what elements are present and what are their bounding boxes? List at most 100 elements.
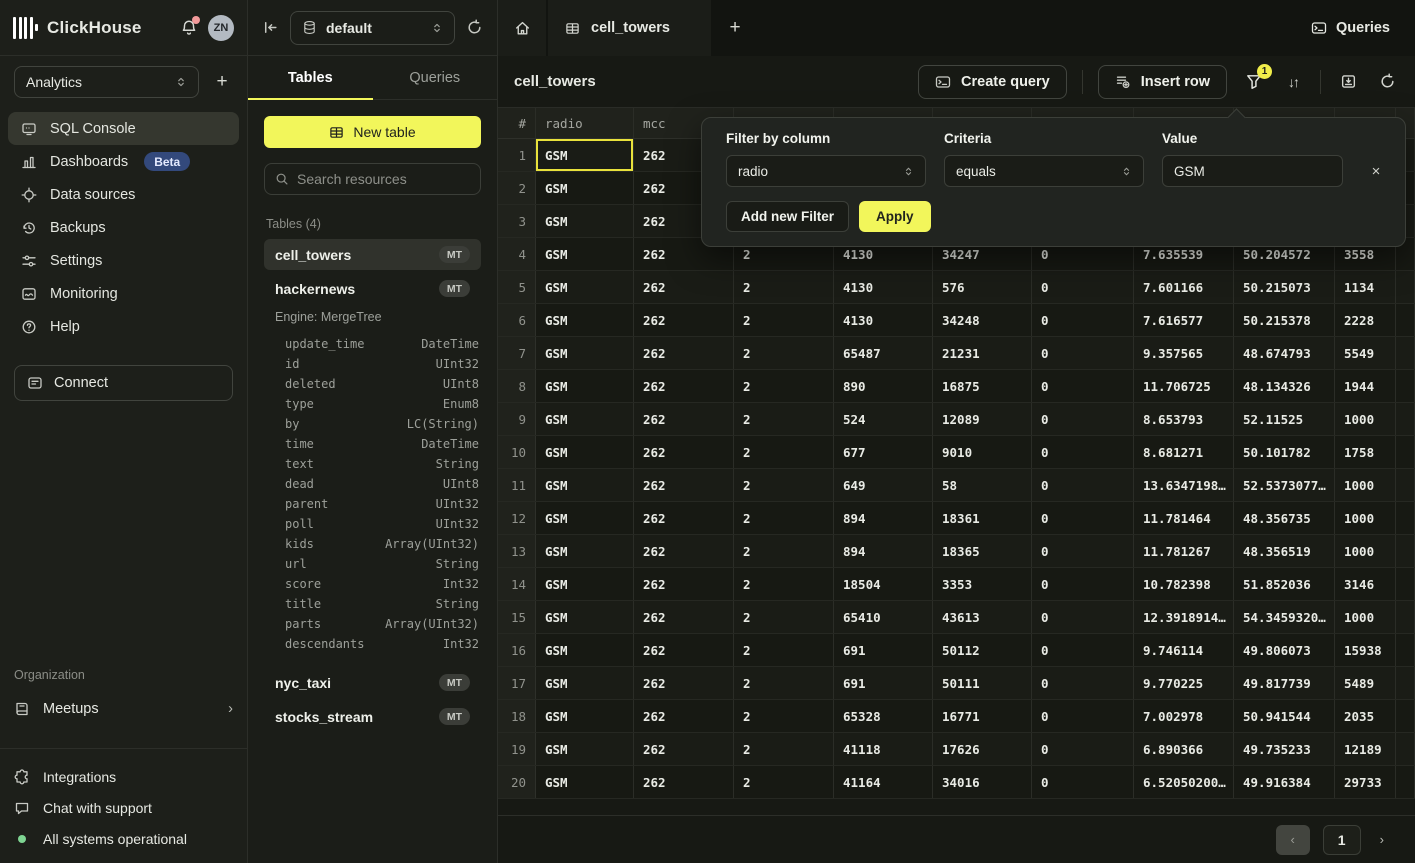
table-cell[interactable]: 2 bbox=[734, 568, 834, 600]
table-cell[interactable]: 41118 bbox=[834, 733, 933, 765]
add-filter-button[interactable]: Add new Filter bbox=[726, 201, 849, 232]
table-cell[interactable]: 2 bbox=[734, 766, 834, 798]
new-table-button[interactable]: New table bbox=[264, 116, 481, 148]
filter-column-select[interactable]: radio bbox=[726, 155, 926, 187]
table-row[interactable]: 20GSM2622411643401606.52050200…49.916384… bbox=[498, 766, 1415, 799]
table-row[interactable]: 15GSM26226541043613012.3918914…54.345932… bbox=[498, 601, 1415, 634]
table-cell[interactable]: 50.215073 bbox=[1234, 271, 1335, 303]
table-cell[interactable]: 0 bbox=[1032, 436, 1134, 468]
sidebar-item-settings[interactable]: Settings bbox=[8, 244, 239, 277]
table-cell[interactable]: 2 bbox=[734, 535, 834, 567]
table-cell[interactable]: 262 bbox=[634, 370, 734, 402]
table-cell[interactable] bbox=[1396, 667, 1415, 699]
table-cell[interactable] bbox=[1396, 304, 1415, 336]
refresh-icon[interactable] bbox=[466, 19, 483, 36]
table-row[interactable]: 7GSM2622654872123109.35756548.6747935549 bbox=[498, 337, 1415, 370]
table-cell[interactable]: 9.357565 bbox=[1134, 337, 1234, 369]
table-cell[interactable]: 894 bbox=[834, 502, 933, 534]
table-cell[interactable]: 2035 bbox=[1335, 700, 1396, 732]
table-cell[interactable]: 0 bbox=[1032, 535, 1134, 567]
table-cell[interactable]: GSM bbox=[536, 766, 634, 798]
table-cell[interactable]: 29733 bbox=[1335, 766, 1396, 798]
table-cell[interactable]: 0 bbox=[1032, 667, 1134, 699]
table-cell[interactable]: 21231 bbox=[933, 337, 1032, 369]
table-cell[interactable]: 43613 bbox=[933, 601, 1032, 633]
table-cell[interactable]: 12189 bbox=[1335, 733, 1396, 765]
table-cell[interactable]: 50.101782 bbox=[1234, 436, 1335, 468]
table-cell[interactable]: 1000 bbox=[1335, 601, 1396, 633]
tab-tables[interactable]: Tables bbox=[248, 56, 373, 99]
table-cell[interactable]: 0 bbox=[1032, 568, 1134, 600]
table-cell[interactable]: 58 bbox=[933, 469, 1032, 501]
table-cell[interactable] bbox=[1396, 271, 1415, 303]
table-cell[interactable]: 1758 bbox=[1335, 436, 1396, 468]
table-cell[interactable]: GSM bbox=[536, 304, 634, 336]
table-cell[interactable]: 7.002978 bbox=[1134, 700, 1234, 732]
table-cell[interactable]: 691 bbox=[834, 634, 933, 666]
column-header[interactable]: radio bbox=[536, 108, 634, 138]
table-cell[interactable]: GSM bbox=[536, 502, 634, 534]
table-cell[interactable]: 894 bbox=[834, 535, 933, 567]
table-cell[interactable]: 262 bbox=[634, 337, 734, 369]
table-cell[interactable]: 48.134326 bbox=[1234, 370, 1335, 402]
table-cell[interactable]: 50.215378 bbox=[1234, 304, 1335, 336]
table-cell[interactable]: 9010 bbox=[933, 436, 1032, 468]
table-cell[interactable]: 0 bbox=[1032, 370, 1134, 402]
table-cell[interactable]: 48.356735 bbox=[1234, 502, 1335, 534]
table-row[interactable]: 8GSM262289016875011.70672548.1343261944 bbox=[498, 370, 1415, 403]
table-cell[interactable] bbox=[1396, 337, 1415, 369]
table-cell[interactable] bbox=[1396, 535, 1415, 567]
table-cell[interactable]: GSM bbox=[536, 469, 634, 501]
sidebar-item-data-sources[interactable]: Data sources bbox=[8, 178, 239, 211]
table-cell[interactable]: 0 bbox=[1032, 304, 1134, 336]
table-row[interactable]: 9GSM26225241208908.65379352.115251000 bbox=[498, 403, 1415, 436]
table-cell[interactable]: 4130 bbox=[834, 304, 933, 336]
column-header[interactable]: # bbox=[498, 108, 536, 138]
table-cell[interactable]: 16771 bbox=[933, 700, 1032, 732]
table-cell[interactable]: GSM bbox=[536, 238, 634, 270]
table-item-hackernews[interactable]: hackernewsMT bbox=[264, 273, 481, 304]
table-cell[interactable]: 2 bbox=[734, 601, 834, 633]
sidebar-item-meetups[interactable]: Meetups › bbox=[14, 694, 233, 724]
table-cell[interactable]: 8.653793 bbox=[1134, 403, 1234, 435]
table-cell[interactable]: GSM bbox=[536, 634, 634, 666]
table-cell[interactable]: 262 bbox=[634, 502, 734, 534]
database-select[interactable]: default bbox=[290, 11, 455, 45]
table-cell[interactable]: 50111 bbox=[933, 667, 1032, 699]
table-cell[interactable]: 34248 bbox=[933, 304, 1032, 336]
table-cell[interactable]: 3353 bbox=[933, 568, 1032, 600]
sidebar-item-monitoring[interactable]: Monitoring bbox=[8, 277, 239, 310]
table-cell[interactable]: GSM bbox=[536, 436, 634, 468]
table-cell[interactable]: 2 bbox=[734, 271, 834, 303]
add-workspace-button[interactable]: + bbox=[211, 71, 233, 93]
table-cell[interactable]: 262 bbox=[634, 304, 734, 336]
table-cell[interactable]: 12.3918914… bbox=[1134, 601, 1234, 633]
table-cell[interactable]: 0 bbox=[1032, 766, 1134, 798]
table-cell[interactable]: 54.3459320… bbox=[1234, 601, 1335, 633]
connect-button[interactable]: Connect bbox=[14, 365, 233, 401]
search-input[interactable] bbox=[297, 171, 470, 187]
table-cell[interactable]: 1000 bbox=[1335, 403, 1396, 435]
table-cell[interactable]: GSM bbox=[536, 667, 634, 699]
table-cell[interactable]: 11.781464 bbox=[1134, 502, 1234, 534]
table-cell[interactable]: 48.674793 bbox=[1234, 337, 1335, 369]
filter-button[interactable]: 1 bbox=[1242, 73, 1266, 91]
table-cell[interactable]: 2 bbox=[734, 634, 834, 666]
table-cell[interactable] bbox=[1396, 370, 1415, 402]
table-row[interactable]: 16GSM26226915011209.74611449.80607315938 bbox=[498, 634, 1415, 667]
table-cell[interactable] bbox=[1396, 568, 1415, 600]
table-cell[interactable]: 65487 bbox=[834, 337, 933, 369]
table-cell[interactable]: 48.356519 bbox=[1234, 535, 1335, 567]
table-cell[interactable]: 49.806073 bbox=[1234, 634, 1335, 666]
apply-filter-button[interactable]: Apply bbox=[859, 201, 931, 232]
table-cell[interactable]: 0 bbox=[1032, 601, 1134, 633]
table-cell[interactable]: 11.706725 bbox=[1134, 370, 1234, 402]
table-item-cell-towers[interactable]: cell_towersMT bbox=[264, 239, 481, 270]
table-cell[interactable]: 51.852036 bbox=[1234, 568, 1335, 600]
table-cell[interactable]: 576 bbox=[933, 271, 1032, 303]
table-cell[interactable]: 262 bbox=[634, 766, 734, 798]
table-cell[interactable]: 691 bbox=[834, 667, 933, 699]
table-cell[interactable]: 262 bbox=[634, 601, 734, 633]
table-cell[interactable]: 0 bbox=[1032, 733, 1134, 765]
tab-cell-towers[interactable]: cell_towers bbox=[548, 0, 711, 56]
